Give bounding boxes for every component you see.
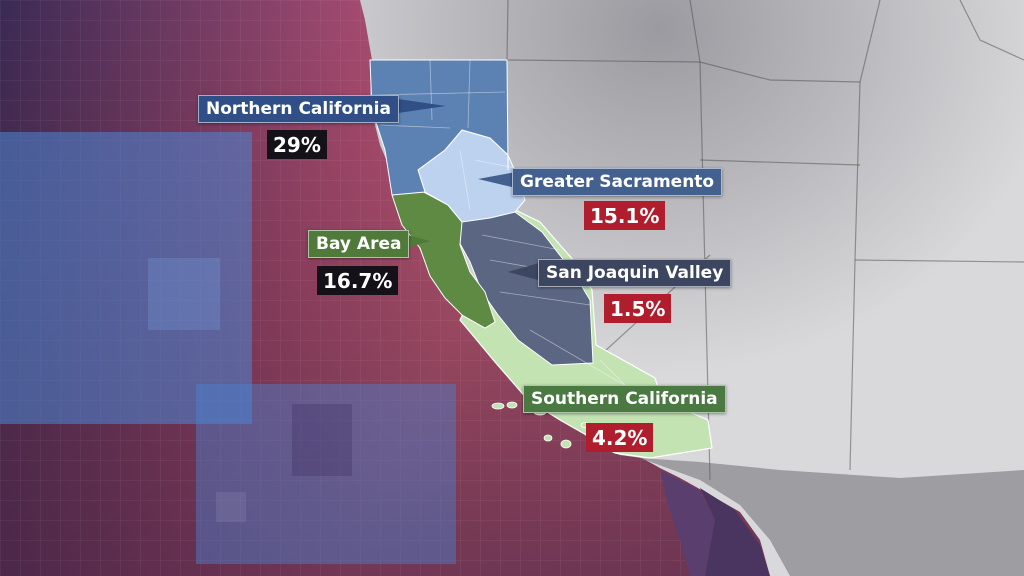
percent-bay-area: 16.7% <box>317 266 399 295</box>
percent-southern-california: 4.2% <box>586 423 654 452</box>
region-label-bay-area: Bay Area <box>308 230 410 258</box>
percent-greater-sacramento: 15.1% <box>584 201 666 230</box>
percent-northern-california: 29% <box>267 130 327 159</box>
region-northern-california <box>369 59 509 196</box>
region-label-southern-california: Southern California <box>523 385 726 413</box>
region-san-joaquin-valley <box>457 211 594 366</box>
region-label-san-joaquin-valley: San Joaquin Valley <box>538 259 732 287</box>
decorative-blocks <box>0 132 456 564</box>
region-label-northern-california: Northern California <box>198 95 399 123</box>
region-label-greater-sacramento: Greater Sacramento <box>512 168 723 196</box>
label-pointers <box>398 99 542 281</box>
percent-san-joaquin-valley: 1.5% <box>604 294 672 323</box>
